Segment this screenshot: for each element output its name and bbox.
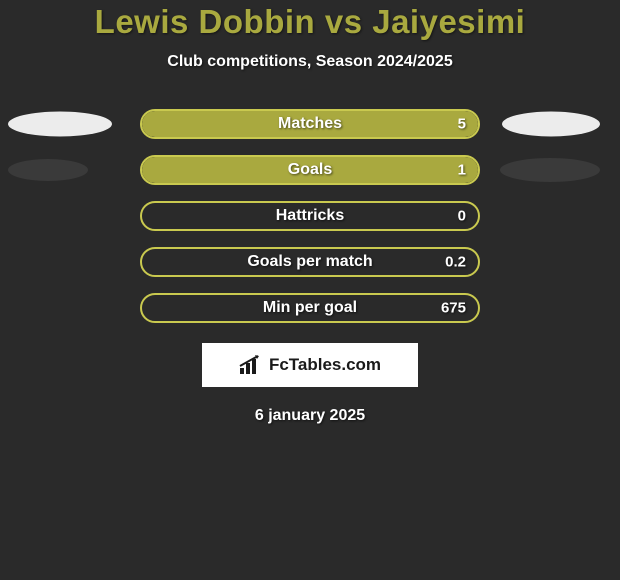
stat-row: Hattricks 0 xyxy=(0,193,620,239)
player-left-marker xyxy=(8,112,112,137)
player-left-marker xyxy=(8,159,88,181)
page-subtitle: Club competitions, Season 2024/2025 xyxy=(0,53,620,71)
stat-label: Min per goal xyxy=(263,299,357,317)
stats-block: Matches 5 Goals 1 Hattricks 0 xyxy=(0,101,620,331)
stat-value: 0 xyxy=(458,208,466,225)
stat-bar: Goals per match 0.2 xyxy=(140,247,480,277)
stat-value: 5 xyxy=(458,116,466,133)
stat-label: Hattricks xyxy=(276,207,344,225)
stat-label: Matches xyxy=(278,115,342,133)
stat-row: Goals 1 xyxy=(0,147,620,193)
stat-value: 675 xyxy=(441,300,466,317)
player-right-marker xyxy=(502,112,600,137)
date-label: 6 january 2025 xyxy=(0,407,620,425)
bars-icon xyxy=(239,355,263,375)
stat-value: 0.2 xyxy=(445,254,466,271)
stat-label: Goals xyxy=(288,161,332,179)
stat-bar: Matches 5 xyxy=(140,109,480,139)
page-title: Lewis Dobbin vs Jaiyesimi xyxy=(0,3,620,41)
stat-row: Min per goal 675 xyxy=(0,285,620,331)
source-badge-text: FcTables.com xyxy=(269,355,381,375)
stat-bar: Min per goal 675 xyxy=(140,293,480,323)
source-badge: FcTables.com xyxy=(202,343,418,387)
stat-bar: Hattricks 0 xyxy=(140,201,480,231)
stat-row: Matches 5 xyxy=(0,101,620,147)
player-right-marker xyxy=(500,158,600,182)
comparison-card: Lewis Dobbin vs Jaiyesimi Club competiti… xyxy=(0,0,620,580)
stat-label: Goals per match xyxy=(247,253,372,271)
stat-value: 1 xyxy=(458,162,466,179)
stat-row: Goals per match 0.2 xyxy=(0,239,620,285)
stat-bar: Goals 1 xyxy=(140,155,480,185)
